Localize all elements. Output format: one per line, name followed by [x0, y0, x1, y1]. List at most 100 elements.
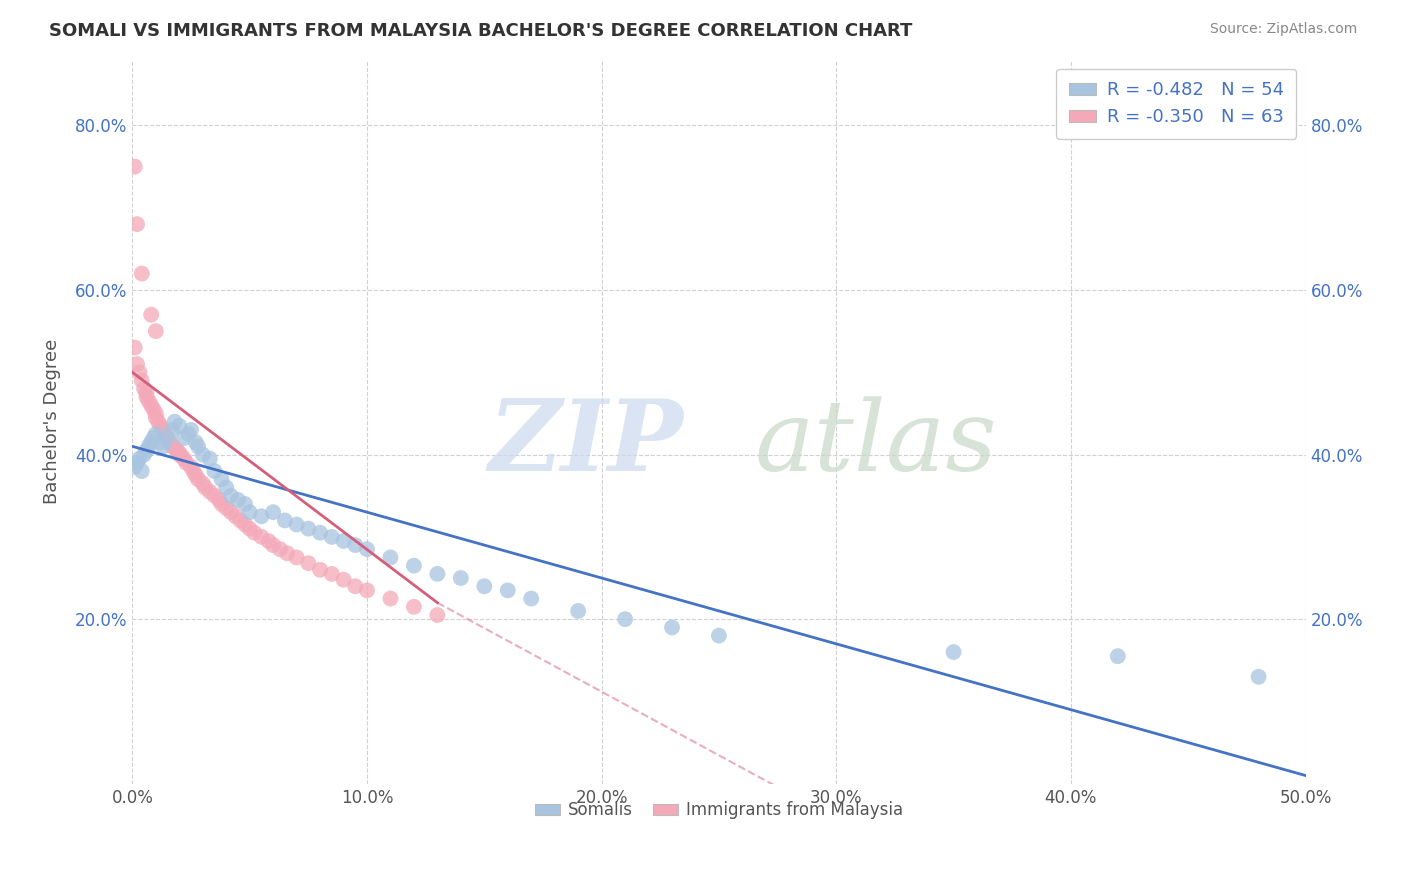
Point [149, 418, 172, 433]
Point [149, 435, 172, 450]
Point [219, 489, 242, 503]
Point [198, 451, 221, 466]
Point [135, 390, 157, 404]
Point [187, 439, 209, 453]
Point [128, 365, 150, 379]
Point [145, 406, 167, 420]
Point [139, 435, 162, 450]
Point [344, 579, 367, 593]
Point [356, 542, 378, 557]
Point [225, 509, 247, 524]
Point [156, 431, 179, 445]
Point [707, 629, 730, 643]
Point [131, 464, 153, 478]
Point [124, 160, 146, 174]
Point [145, 427, 167, 442]
Point [191, 448, 214, 462]
Point [184, 435, 207, 450]
Point [243, 525, 266, 540]
Point [131, 267, 153, 281]
Point [170, 449, 193, 463]
Point [250, 530, 273, 544]
Text: SOMALI VS IMMIGRANTS FROM MALAYSIA BACHELOR'S DEGREE CORRELATION CHART: SOMALI VS IMMIGRANTS FROM MALAYSIA BACHE… [49, 22, 912, 40]
Point [402, 558, 425, 573]
Point [226, 492, 249, 507]
Point [332, 533, 354, 548]
Point [169, 418, 191, 433]
Point [183, 464, 205, 478]
Point [297, 556, 319, 570]
Point [208, 492, 231, 507]
Text: atlas: atlas [754, 396, 997, 491]
Point [211, 472, 233, 486]
Point [163, 441, 186, 455]
Point [128, 451, 150, 466]
Point [166, 443, 188, 458]
Point [285, 517, 308, 532]
Point [125, 456, 148, 470]
Point [450, 571, 472, 585]
Point [163, 415, 186, 429]
Point [297, 522, 319, 536]
Text: ZIP: ZIP [489, 395, 683, 491]
Point [148, 415, 170, 429]
Point [180, 423, 202, 437]
Point [125, 217, 148, 231]
Point [198, 484, 221, 499]
Point [132, 448, 155, 462]
Point [285, 550, 308, 565]
Point [496, 583, 519, 598]
Legend: Somalis, Immigrants from Malaysia: Somalis, Immigrants from Malaysia [527, 795, 910, 826]
Point [173, 451, 195, 466]
Point [567, 604, 589, 618]
Point [169, 446, 191, 460]
Point [145, 324, 167, 338]
Point [1107, 649, 1129, 664]
Point [321, 566, 343, 581]
Point [215, 481, 238, 495]
Point [138, 394, 160, 409]
Point [942, 645, 965, 659]
Point [131, 374, 153, 388]
Point [135, 443, 157, 458]
Point [184, 468, 207, 483]
Point [173, 431, 195, 445]
Point [262, 538, 284, 552]
Point [187, 472, 209, 486]
Point [661, 620, 683, 634]
Point [162, 439, 184, 453]
Point [159, 435, 181, 450]
Point [262, 505, 284, 519]
Point [309, 525, 332, 540]
Point [309, 563, 332, 577]
Point [274, 513, 297, 527]
Point [332, 573, 354, 587]
Point [380, 591, 402, 606]
Point [229, 513, 252, 527]
Y-axis label: Bachelor's Degree: Bachelor's Degree [44, 339, 60, 504]
Point [219, 505, 242, 519]
Point [139, 398, 162, 412]
Point [276, 546, 298, 560]
Point [145, 410, 167, 425]
Point [356, 583, 378, 598]
Point [614, 612, 637, 626]
Point [472, 579, 495, 593]
Point [269, 542, 291, 557]
Point [125, 357, 148, 371]
Point [124, 459, 146, 474]
Point [124, 341, 146, 355]
Point [152, 439, 174, 453]
Point [380, 550, 402, 565]
Point [233, 497, 256, 511]
Point [177, 427, 200, 442]
Point [162, 423, 184, 437]
Point [321, 530, 343, 544]
Text: Source: ZipAtlas.com: Source: ZipAtlas.com [1209, 22, 1357, 37]
Point [194, 481, 217, 495]
Point [138, 439, 160, 453]
Point [139, 308, 162, 322]
Point [191, 476, 214, 491]
Point [426, 566, 449, 581]
Point [155, 427, 177, 442]
